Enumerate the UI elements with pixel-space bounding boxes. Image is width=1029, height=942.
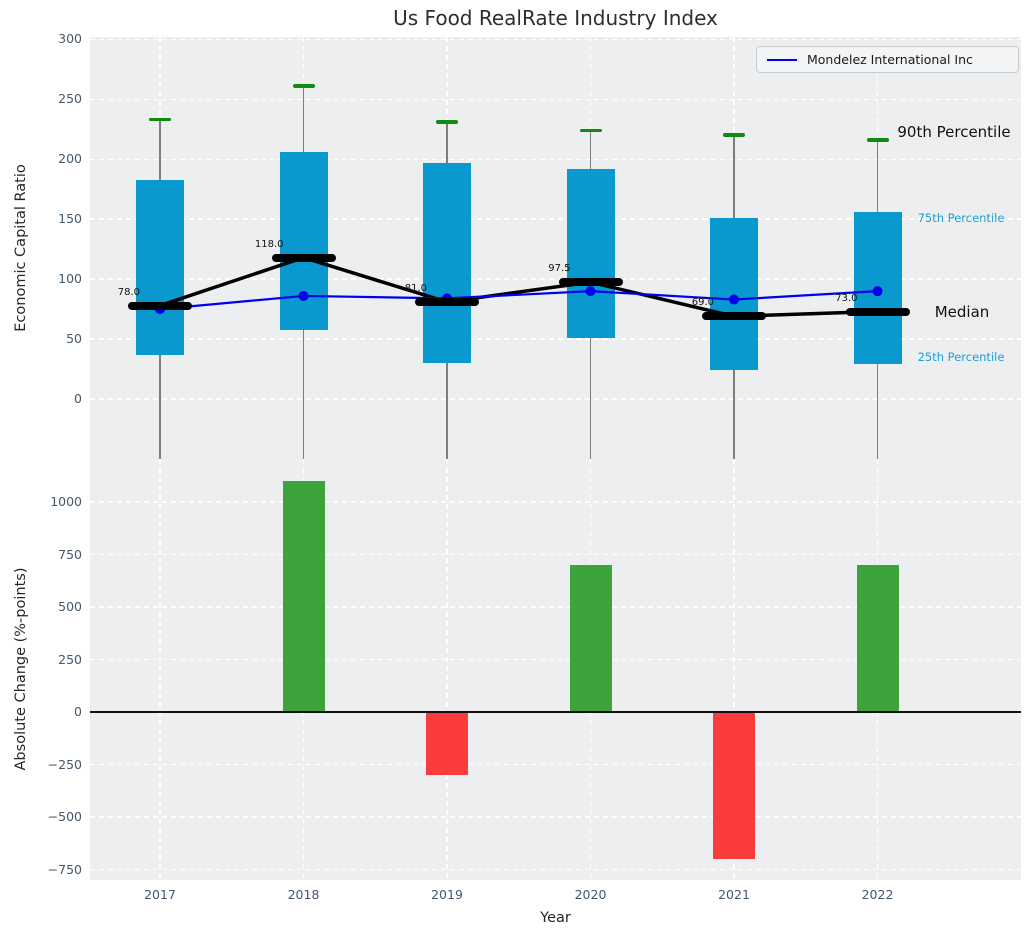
whisker-cap-2017 (149, 117, 171, 122)
median-value-label-2022: 73.0 (835, 292, 858, 304)
x-tick-label-2021: 2021 (718, 887, 750, 902)
gridline-vertical (159, 459, 161, 880)
whisker-cap-2022 (866, 138, 889, 142)
gridline-horizontal (90, 338, 1021, 340)
annotation-25th-percentile: 25th Percentile (917, 350, 1005, 365)
median-line (158, 255, 880, 319)
chart-title: Us Food RealRate Industry Index (393, 6, 718, 30)
y-tick-label: 100 (58, 271, 82, 287)
company-line (159, 290, 878, 311)
gridline-vertical (733, 459, 735, 880)
absolute-change-plot (90, 459, 1021, 880)
y-tick-label: 1000 (50, 494, 82, 510)
legend-line-sample-icon (767, 58, 797, 61)
gridline-horizontal (90, 816, 1021, 818)
median-marker-2017 (128, 301, 192, 310)
x-axis-label: Year (540, 910, 571, 926)
y-tick-label: 250 (58, 91, 82, 107)
gridline-horizontal (90, 98, 1021, 101)
gridline-horizontal (90, 218, 1021, 220)
gridline-horizontal (90, 553, 1021, 556)
median-value-label-2017: 78.0 (117, 286, 140, 298)
box-2019 (423, 162, 471, 364)
median-marker-2019 (415, 297, 479, 306)
y-tick-label: 150 (58, 211, 82, 227)
lines-layer (155, 255, 883, 319)
median-value-label-2018: 118.0 (254, 238, 284, 250)
legend: Mondelez International Inc (756, 46, 1019, 73)
annotation-75th-percentile: 75th Percentile (917, 211, 1005, 226)
gridline-horizontal (90, 38, 1021, 41)
gridline-horizontal (90, 763, 1021, 766)
median-marker-2018 (271, 253, 336, 262)
median-marker-2021 (702, 312, 766, 321)
box-2020 (566, 168, 615, 338)
y-tick-label: −500 (47, 809, 82, 824)
y-tick-label: −750 (47, 861, 82, 877)
y-tick-label: 0 (74, 704, 82, 720)
y-axis-label-top: Economic Capital Ratio (13, 164, 29, 332)
median-value-label-2020: 97.5 (548, 263, 571, 275)
economic-capital-ratio-plot: 78.0 118.0 81.0 97.5 69.0 73.0 (90, 37, 1021, 459)
bar-2018 (282, 481, 325, 713)
company-point-2022 (872, 286, 883, 297)
company-point-2021 (729, 294, 739, 305)
gridline-horizontal (90, 158, 1021, 161)
bar-2019 (426, 712, 468, 775)
median-value-label-2021: 69.0 (691, 297, 714, 309)
y-tick-label: −250 (47, 756, 82, 772)
bar-2022 (856, 565, 899, 712)
median-marker-2022 (845, 307, 910, 316)
gridline-vertical (446, 459, 448, 880)
whisker-cap-2020 (579, 128, 602, 132)
gridline-horizontal (90, 398, 1021, 400)
gridline-horizontal (90, 868, 1021, 871)
bar-2020 (569, 565, 612, 712)
box-2021 (710, 218, 758, 371)
y-tick-label: 500 (58, 599, 82, 615)
whisker-cap-2019 (436, 120, 458, 124)
gridline-horizontal (90, 278, 1021, 280)
median-value-label-2019: 81.0 (404, 282, 427, 294)
whisker-cap-2018 (292, 84, 315, 88)
box-2017 (136, 179, 184, 355)
company-point-2020 (585, 286, 596, 297)
bar-2021 (713, 712, 755, 859)
legend-label: Mondelez International Inc (807, 52, 973, 67)
y-tick-label: 300 (58, 31, 82, 47)
annotation-median: Median (934, 302, 990, 321)
y-tick-label: 750 (58, 546, 82, 562)
annotation-90th-percentile: 90th Percentile (897, 122, 1011, 141)
zero-line (90, 711, 1021, 714)
y-tick-label: 200 (58, 151, 82, 167)
y-tick-label: 50 (66, 331, 82, 347)
x-tick-label-2018: 2018 (287, 887, 320, 902)
median-marker-2020 (558, 278, 623, 287)
x-tick-label-2020: 2020 (574, 887, 607, 902)
x-tick-label-2022: 2022 (861, 887, 894, 902)
x-tick-label-2019: 2019 (431, 887, 463, 902)
x-tick-label-2017: 2017 (144, 887, 176, 902)
y-tick-label: 0 (74, 391, 82, 407)
whisker-cap-2021 (723, 133, 745, 137)
gridline-horizontal (90, 501, 1021, 503)
y-tick-label: 250 (58, 651, 82, 667)
gridline-horizontal (90, 658, 1021, 661)
company-point-2018 (298, 290, 309, 301)
gridline-horizontal (90, 606, 1021, 608)
